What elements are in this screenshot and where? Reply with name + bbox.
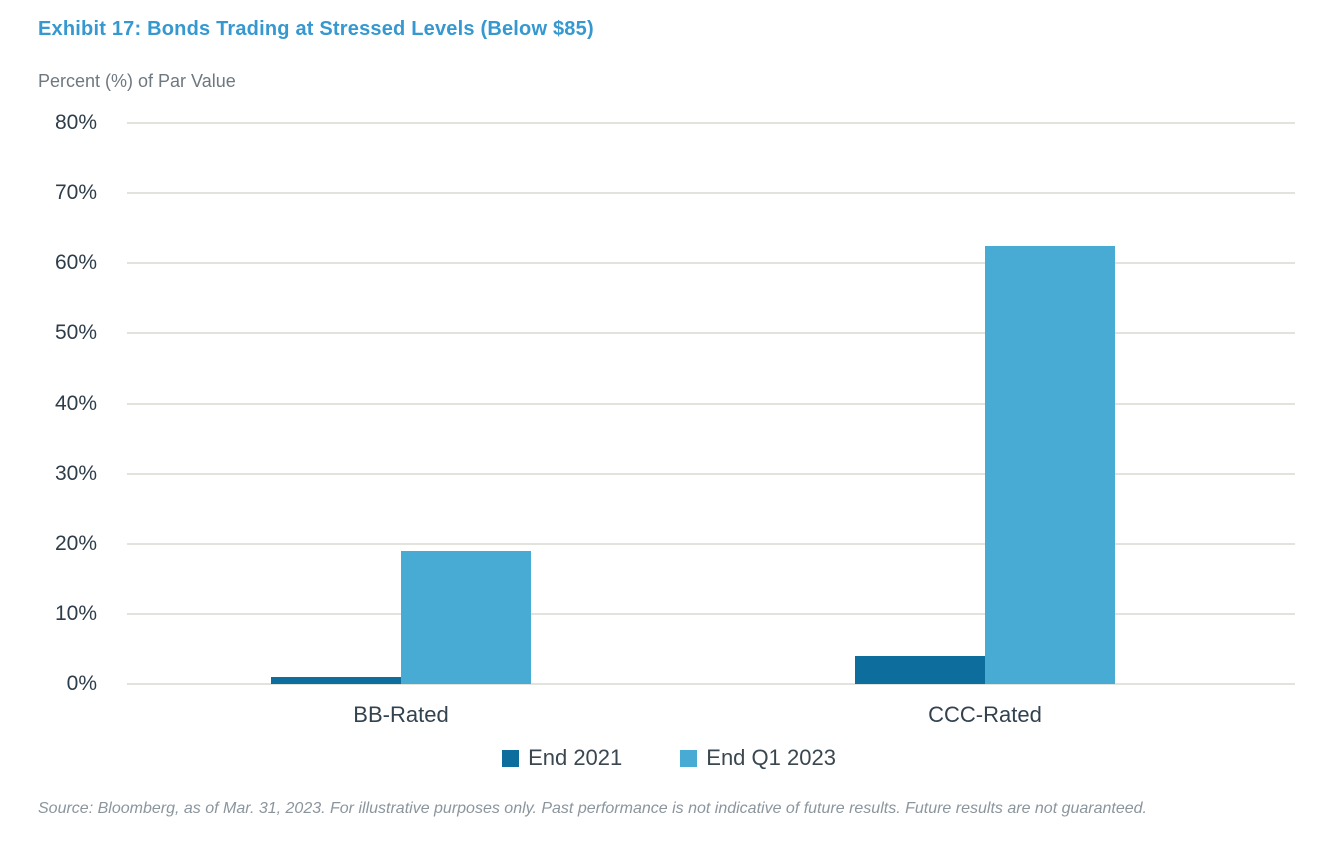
chart-title: Exhibit 17: Bonds Trading at Stressed Le… bbox=[38, 18, 594, 40]
x-category-label-bb-rated: BB-Rated bbox=[353, 702, 449, 727]
gridline-20 bbox=[127, 542, 1295, 545]
y-tick-label-40: 40% bbox=[54, 391, 97, 415]
gridline-70 bbox=[127, 192, 1295, 195]
y-tick-label-30: 30% bbox=[54, 461, 97, 485]
gridline-60 bbox=[127, 262, 1295, 265]
y-tick-label-60: 60% bbox=[54, 251, 97, 275]
y-tick-label-0: 0% bbox=[66, 672, 97, 695]
bar-ccc-rated-end-q1-2023 bbox=[985, 245, 1115, 684]
y-tick-label-70: 70% bbox=[54, 181, 97, 205]
gridline-40 bbox=[127, 402, 1295, 405]
legend-swatch-end-2021 bbox=[502, 749, 520, 767]
y-tick-label-50: 50% bbox=[54, 321, 97, 345]
legend: End 2021 End Q1 2023 bbox=[0, 745, 1338, 771]
gridline-0 bbox=[127, 683, 1295, 685]
bar-ccc-rated-end-2021 bbox=[855, 655, 985, 684]
source-note: Source: Bloomberg, as of Mar. 31, 2023. … bbox=[38, 800, 1147, 817]
x-category-label-ccc-rated: CCC-Rated bbox=[928, 702, 1042, 727]
legend-label-end-2021: End 2021 bbox=[528, 745, 623, 770]
y-tick-label-80: 80% bbox=[54, 111, 97, 134]
gridline-50 bbox=[127, 332, 1295, 335]
legend-swatch-end-q1-2023 bbox=[680, 749, 698, 767]
bar-bb-rated-end-q1-2023 bbox=[401, 550, 531, 684]
bar-bb-rated-end-2021 bbox=[271, 676, 401, 684]
y-tick-label-20: 20% bbox=[54, 531, 97, 555]
gridline-30 bbox=[127, 472, 1295, 475]
gridline-10 bbox=[127, 612, 1295, 615]
legend-label-end-q1-2023: End Q1 2023 bbox=[706, 745, 836, 770]
gridline-80 bbox=[127, 122, 1295, 124]
y-axis-caption: Percent (%) of Par Value bbox=[38, 71, 236, 91]
legend-item-end-q1-2023: End Q1 2023 bbox=[680, 745, 836, 771]
y-tick-label-10: 10% bbox=[54, 601, 97, 625]
legend-item-end-2021: End 2021 bbox=[502, 745, 622, 771]
